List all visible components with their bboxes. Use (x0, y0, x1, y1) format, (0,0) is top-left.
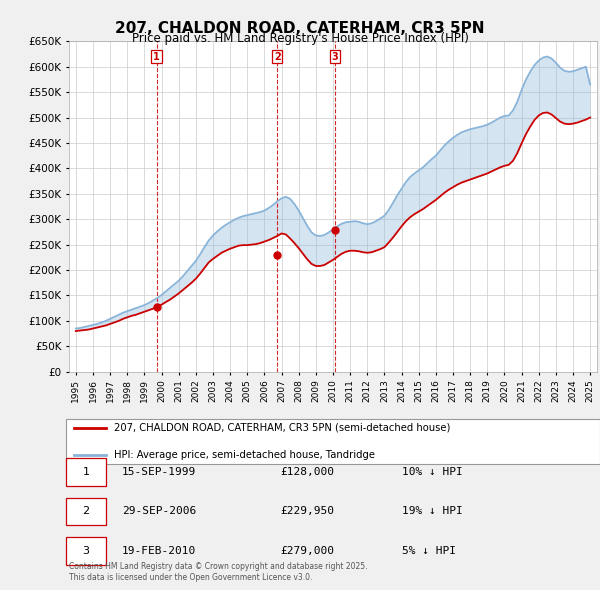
Text: Price paid vs. HM Land Registry's House Price Index (HPI): Price paid vs. HM Land Registry's House … (131, 32, 469, 45)
Text: 1: 1 (153, 51, 160, 61)
Text: 2: 2 (274, 51, 281, 61)
Text: Contains HM Land Registry data © Crown copyright and database right 2025.
This d: Contains HM Land Registry data © Crown c… (69, 562, 367, 582)
Text: 29-SEP-2006: 29-SEP-2006 (122, 506, 196, 516)
Text: 2: 2 (83, 506, 90, 516)
Text: 19% ↓ HPI: 19% ↓ HPI (401, 506, 463, 516)
Text: 1: 1 (83, 467, 89, 477)
Text: £128,000: £128,000 (280, 467, 334, 477)
Text: 3: 3 (83, 546, 89, 556)
Text: HPI: Average price, semi-detached house, Tandridge: HPI: Average price, semi-detached house,… (114, 450, 375, 460)
FancyBboxPatch shape (67, 537, 106, 565)
Text: 207, CHALDON ROAD, CATERHAM, CR3 5PN (semi-detached house): 207, CHALDON ROAD, CATERHAM, CR3 5PN (se… (114, 422, 450, 432)
Text: 5% ↓ HPI: 5% ↓ HPI (401, 546, 455, 556)
Text: 19-FEB-2010: 19-FEB-2010 (122, 546, 196, 556)
Text: £229,950: £229,950 (280, 506, 334, 516)
FancyBboxPatch shape (67, 419, 599, 464)
Text: 10% ↓ HPI: 10% ↓ HPI (401, 467, 463, 477)
Text: £279,000: £279,000 (280, 546, 334, 556)
FancyBboxPatch shape (67, 458, 106, 486)
FancyBboxPatch shape (67, 497, 106, 525)
Text: 3: 3 (332, 51, 338, 61)
Text: 15-SEP-1999: 15-SEP-1999 (122, 467, 196, 477)
Text: 207, CHALDON ROAD, CATERHAM, CR3 5PN: 207, CHALDON ROAD, CATERHAM, CR3 5PN (115, 21, 485, 35)
